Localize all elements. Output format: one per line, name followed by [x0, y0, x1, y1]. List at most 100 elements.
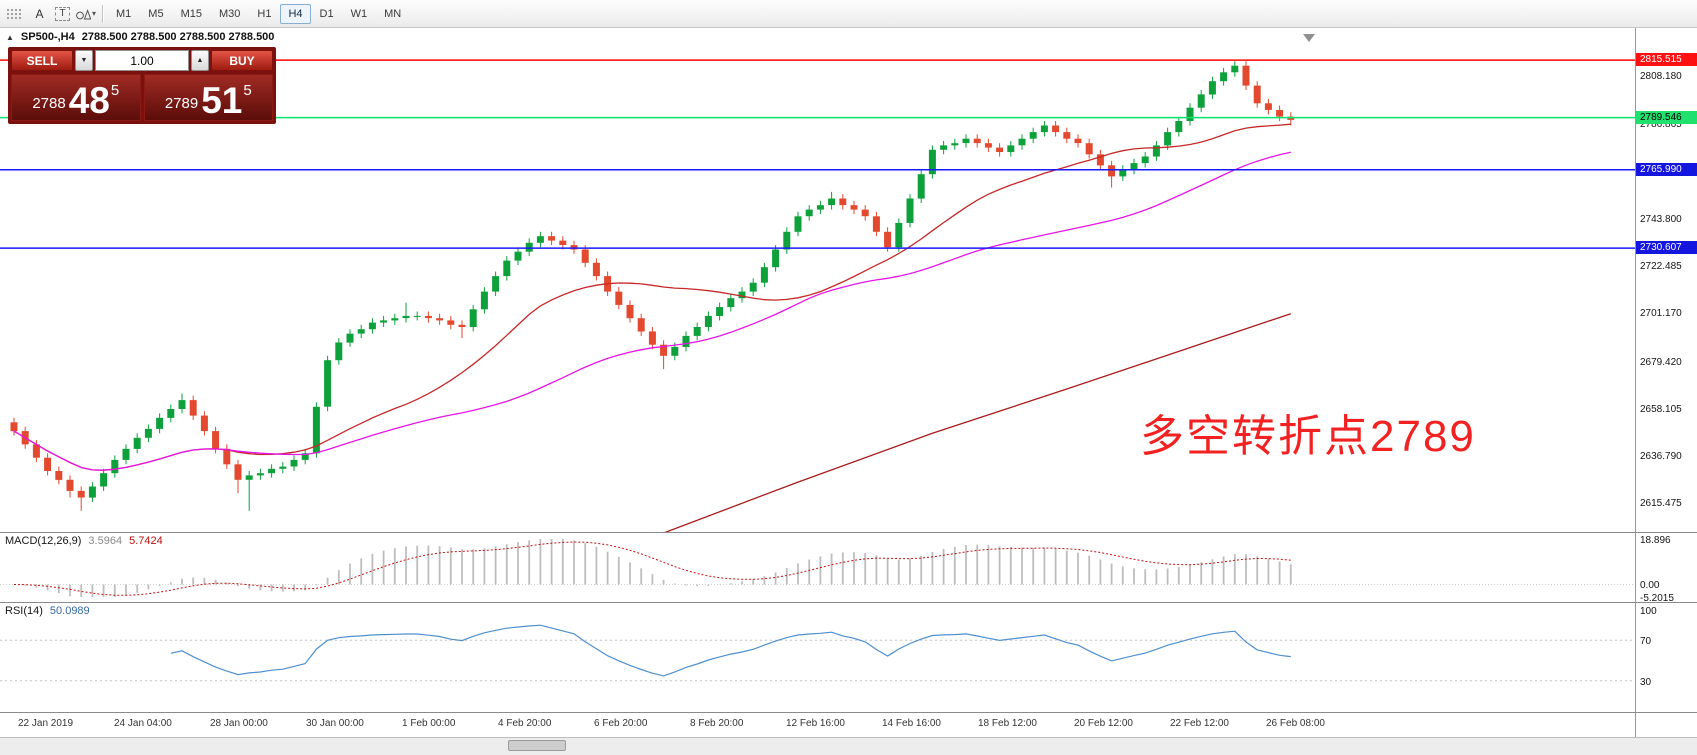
price-axis-label: 2701.170: [1640, 308, 1682, 319]
price-level-label: 2765.990: [1636, 163, 1697, 176]
timeframe-button-group: M1 M5 M15 M30 H1 H4 D1 W1 MN: [108, 3, 409, 24]
macd-main-value: 3.5964: [88, 535, 123, 547]
time-axis-label: 6 Feb 20:00: [594, 718, 648, 729]
text-label-icon: T: [55, 6, 70, 21]
rsi-label: RSI(14) 50.0989: [5, 605, 90, 617]
price-axis-label: 2722.485: [1640, 261, 1682, 272]
one-click-trading-panel: SELL ▼ ▲ BUY 2788 48 5 2789 51 5: [8, 47, 276, 124]
timeframe-button-m15[interactable]: M15: [173, 4, 210, 24]
shapes-tool-button[interactable]: ▾: [74, 3, 97, 25]
rsi-canvas[interactable]: RSI(14) 50.0989: [0, 603, 1635, 712]
horizontal-scrollbar[interactable]: [0, 738, 1697, 755]
ma-slow-line: [664, 313, 1292, 532]
time-axis-label: 28 Jan 00:00: [210, 718, 268, 729]
buy-button[interactable]: BUY: [211, 50, 273, 71]
price-axis-label: 2615.475: [1640, 498, 1682, 509]
price-axis-label: 2743.800: [1640, 214, 1682, 225]
toolbar: A T ▾ M1 M5 M15 M30 H1 H4 D1 W1 MN: [0, 0, 1697, 28]
chart-shift-marker-icon[interactable]: [1303, 34, 1315, 42]
rsi-value: 50.0989: [49, 605, 90, 617]
timeframe-button-h4[interactable]: H4: [280, 3, 311, 24]
chevron-up-icon: ▲: [196, 57, 204, 64]
timeframe-button-m1[interactable]: M1: [108, 4, 139, 24]
ohlc-quotes-label: 2788.500 2788.500 2788.500 2788.500: [81, 31, 275, 43]
timeframe-button-mn[interactable]: MN: [376, 4, 409, 24]
macd-axis-label: 0.00: [1640, 580, 1660, 591]
macd-label: MACD(12,26,9) 3.5964 5.7424: [5, 535, 163, 547]
macd-signal-line: [13, 541, 1291, 596]
time-axis-row: 22 Jan 2019 24 Jan 04:00 28 Jan 00:00 30 Ja…: [0, 713, 1697, 738]
toolbar-separator: [102, 4, 104, 23]
shapes-icon: [76, 9, 91, 20]
macd-axis: 18.896 0.00 -5.2015: [1635, 533, 1697, 604]
sell-button[interactable]: SELL: [11, 50, 73, 71]
price-axis-label: 2786.865: [1640, 119, 1682, 130]
buy-price-display[interactable]: 2789 51 5: [143, 74, 273, 121]
price-chart-window: ▲ SP500-,H4 2788.500 2788.500 2788.500 2…: [0, 28, 1697, 533]
timeframe-button-d1[interactable]: D1: [312, 4, 342, 24]
time-axis-label: 20 Feb 12:00: [1074, 718, 1133, 729]
price-chart-canvas[interactable]: ▲ SP500-,H4 2788.500 2788.500 2788.500 2…: [0, 28, 1635, 532]
timeframe-button-m30[interactable]: M30: [211, 4, 248, 24]
timeframe-button-w1[interactable]: W1: [343, 4, 376, 24]
timeframe-button-m5[interactable]: M5: [140, 4, 171, 24]
price-axis-label: 2808.180: [1640, 71, 1682, 82]
volume-increase-button[interactable]: ▲: [191, 50, 209, 71]
price-axis[interactable]: 2808.180 2786.865 2743.800 2722.485 2701.170…: [1635, 28, 1697, 532]
buy-price-pipette: 5: [243, 82, 252, 99]
sell-price-main: 2788: [32, 95, 66, 112]
macd-canvas[interactable]: MACD(12,26,9) 3.5964 5.7424: [0, 533, 1635, 602]
rsi-axis-label: 30: [1640, 677, 1652, 688]
time-axis-label: 4 Feb 20:00: [498, 718, 552, 729]
macd-histogram: [24, 539, 1292, 597]
time-axis-label: 18 Feb 12:00: [978, 718, 1037, 729]
rsi-axis: 100 70 30: [1635, 603, 1697, 712]
price-axis-label: 2679.420: [1640, 357, 1682, 368]
rsi-axis-label: 70: [1640, 636, 1652, 647]
shapes-dropdown-icon[interactable]: ▾: [92, 9, 97, 18]
price-level-label: 2789.546: [1636, 111, 1697, 124]
time-axis-label: 24 Jan 04:00: [114, 718, 172, 729]
chart-annotation-text: 多空转折点2789: [1140, 412, 1476, 461]
time-axis-label: 30 Jan 00:00: [306, 718, 364, 729]
price-axis-label: 2636.790: [1640, 451, 1682, 462]
time-axis-label: 26 Feb 08:00: [1266, 718, 1325, 729]
sell-price-pips: 48: [68, 79, 110, 121]
buy-price-pips: 51: [201, 79, 243, 121]
text-tool-button[interactable]: A: [28, 3, 51, 25]
text-label-tool-button[interactable]: T: [51, 3, 74, 25]
rsi-indicator-window: RSI(14) 50.0989 100 70 30: [0, 603, 1697, 713]
chart-header: ▲ SP500-,H4 2788.500 2788.500 2788.500 2…: [6, 31, 274, 43]
sell-price-pipette: 5: [110, 82, 120, 99]
volume-decrease-button[interactable]: ▼: [75, 50, 93, 71]
ma-mid-line: [13, 151, 1291, 471]
volume-input[interactable]: [95, 50, 189, 71]
price-level-label: 2730.607: [1636, 241, 1697, 254]
one-click-collapse-icon[interactable]: ▲: [6, 32, 14, 42]
candlesticks: [10, 61, 1295, 511]
time-axis-label: 1 Feb 00:00: [402, 718, 456, 729]
symbol-period-label: SP500-,H4: [20, 31, 75, 43]
candlestick-chart[interactable]: [0, 28, 1635, 532]
time-axis-corner: [1635, 713, 1697, 737]
macd-axis-label: -5.2015: [1640, 593, 1674, 604]
macd-signal-value: 5.7424: [129, 535, 163, 547]
macd-indicator-window: MACD(12,26,9) 3.5964 5.7424 18.896 0.00 -5.2…: [0, 533, 1697, 604]
time-axis[interactable]: 22 Jan 2019 24 Jan 04:00 28 Jan 00:00 30 Ja…: [0, 713, 1635, 737]
rsi-axis-label: 100: [1640, 606, 1657, 617]
macd-axis-label: 18.896: [1640, 535, 1671, 546]
time-axis-label: 22 Feb 12:00: [1170, 718, 1229, 729]
buy-price-main: 2789: [164, 95, 199, 112]
scrollbar-thumb[interactable]: [508, 740, 566, 751]
chevron-down-icon: ▼: [80, 57, 88, 64]
time-axis-label: 12 Feb 16:00: [786, 718, 845, 729]
sell-price-display[interactable]: 2788 48 5: [11, 74, 141, 121]
rsi-line: [170, 624, 1291, 677]
toolbar-grip-handle[interactable]: [5, 6, 23, 21]
time-axis-label: 8 Feb 20:00: [690, 718, 744, 729]
time-axis-label: 14 Feb 16:00: [882, 718, 941, 729]
text-tool-icon: A: [35, 6, 44, 21]
timeframe-button-h1[interactable]: H1: [249, 4, 279, 24]
price-level-label: 2815.515: [1636, 53, 1697, 66]
